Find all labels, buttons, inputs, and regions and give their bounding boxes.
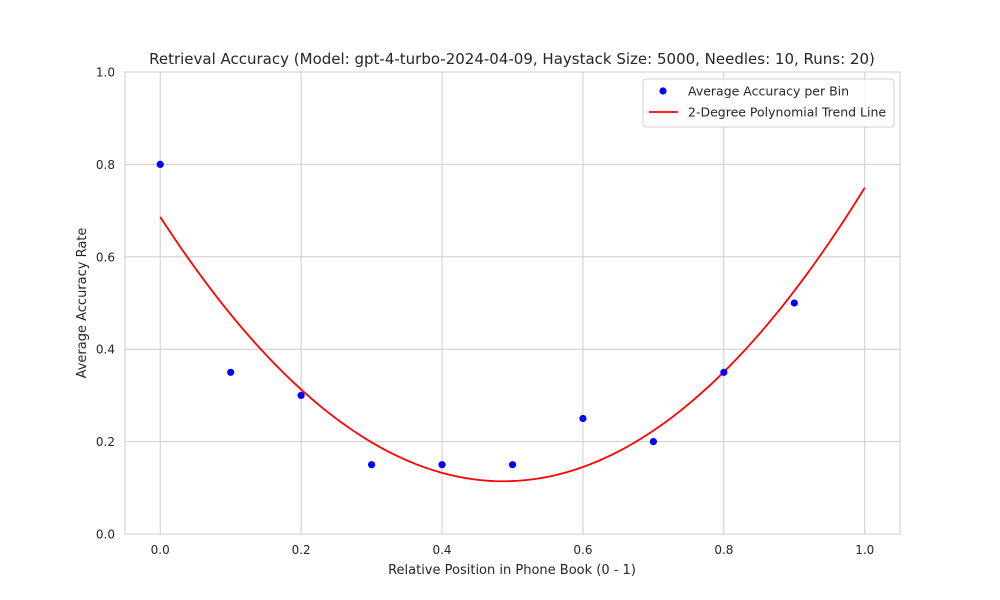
legend-box	[642, 78, 895, 128]
legend-label-line: 2-Degree Polynomial Trend Line	[688, 105, 886, 120]
x-axis-label: Relative Position in Phone Book (0 - 1)	[388, 563, 636, 578]
scatter-point	[649, 438, 658, 446]
y-tick-label: 0.8	[96, 158, 115, 172]
trend-line	[159, 187, 866, 483]
y-tick-label: 1.0	[96, 66, 115, 80]
y-tick-label: 0.4	[96, 343, 115, 357]
x-tick-label: 0.2	[292, 543, 311, 557]
legend: Average Accuracy per Bin 2-Degree Polyno…	[642, 78, 895, 128]
x-tick-label: 0.4	[432, 543, 451, 557]
legend-marker-scatter	[659, 87, 667, 95]
plot-frame	[124, 71, 901, 535]
scatter-point	[790, 299, 798, 307]
y-tick-label: 0.0	[96, 528, 115, 542]
y-axis-label: Average Accuracy Rate	[75, 228, 90, 379]
scatter-point	[367, 461, 376, 469]
scatter-point	[579, 414, 587, 423]
scatter-point	[438, 461, 446, 469]
scatter-point	[227, 368, 235, 376]
chart-title: Retrieval Accuracy (Model: gpt-4-turbo-2…	[149, 50, 875, 68]
scatter-point	[297, 391, 305, 399]
points-layer	[156, 160, 798, 469]
y-tick-label: 0.2	[96, 435, 115, 449]
y-tick-label: 0.6	[96, 250, 115, 264]
x-tick-label: 0.6	[573, 543, 592, 557]
x-tick-label: 0.0	[151, 543, 170, 557]
trend-layer	[159, 187, 866, 483]
scatter-point	[156, 160, 164, 168]
scatter-point	[508, 461, 517, 469]
y-tick-labels: 0.0 0.2 0.4 0.6 0.8 1.0	[96, 66, 115, 542]
scatter-point	[720, 368, 728, 376]
x-tick-label: 0.8	[714, 543, 733, 557]
x-tick-label: 1.0	[855, 543, 874, 557]
legend-label-scatter: Average Accuracy per Bin	[688, 84, 849, 99]
x-tick-labels: 0.0 0.2 0.4 0.6 0.8 1.0	[151, 543, 875, 557]
